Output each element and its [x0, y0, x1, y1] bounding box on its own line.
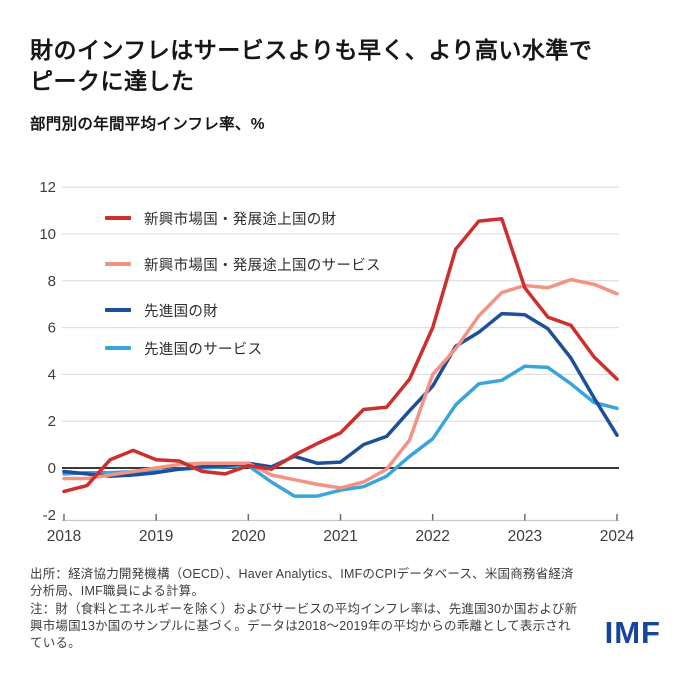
- y-axis-label-2: 2: [48, 413, 56, 430]
- legend-item-em-goods: 新興市場国・発展途上国の財: [105, 208, 336, 228]
- x-axis-label-2021: 2021: [323, 528, 357, 545]
- x-axis-label-2023: 2023: [508, 528, 542, 545]
- legend-item-ae-goods: 先進国の財: [105, 300, 218, 320]
- y-axis-label-10: 10: [39, 226, 56, 243]
- legend-label-ae-services: 先進国のサービス: [144, 341, 263, 358]
- x-axis-label-2020: 2020: [231, 528, 266, 545]
- legend-swatch-ae-goods: [105, 308, 131, 312]
- series-line-2: [62, 311, 619, 478]
- x-axis-label-2018: 2018: [47, 528, 81, 545]
- source-note: 出所：経済協力開発機構（OECD）、Haver Analytics、IMFのCP…: [30, 567, 574, 599]
- legend-swatch-ae-services: [105, 346, 131, 350]
- y-axis-label-12: 12: [39, 179, 56, 196]
- legend-swatch-em-goods: [105, 216, 131, 220]
- legend-label-em-services: 新興市場国・発展途上国のサービス: [144, 257, 381, 274]
- legend-label-ae-goods: 先進国の財: [144, 303, 218, 320]
- y-axis-label-4: 4: [48, 366, 56, 383]
- legend-item-em-services: 新興市場国・発展途上国のサービス: [105, 254, 381, 274]
- y-axis-label-6: 6: [48, 320, 56, 337]
- imf-logo: IMF: [604, 615, 661, 650]
- y-axis-label--2: -2: [43, 507, 56, 524]
- x-axis-label-2022: 2022: [415, 528, 449, 545]
- legend-item-ae-services: 先進国のサービス: [105, 338, 262, 358]
- chart-subtitle: 部門別の年間平均インフレ率、%: [30, 115, 265, 133]
- x-axis-label-2024: 2024: [600, 528, 635, 545]
- y-axis-label-8: 8: [48, 273, 56, 290]
- y-axis-label-0: 0: [48, 460, 56, 477]
- chart-footnotes: 出所：経済協力開発機構（OECD）、Haver Analytics、IMFのCP…: [30, 566, 578, 652]
- chart-title: 財のインフレはサービスよりも早く、より高い水準で ピークに達した: [30, 37, 593, 94]
- x-axis-label-2019: 2019: [139, 528, 173, 545]
- methodology-note: 注：財（食料とエネルギーを除く）およびサービスの平均インフレ率は、先進国30か国…: [30, 601, 578, 651]
- series-line-0: [62, 217, 619, 494]
- legend-swatch-em-services: [105, 262, 131, 266]
- legend-label-em-goods: 新興市場国・発展途上国の財: [144, 211, 337, 228]
